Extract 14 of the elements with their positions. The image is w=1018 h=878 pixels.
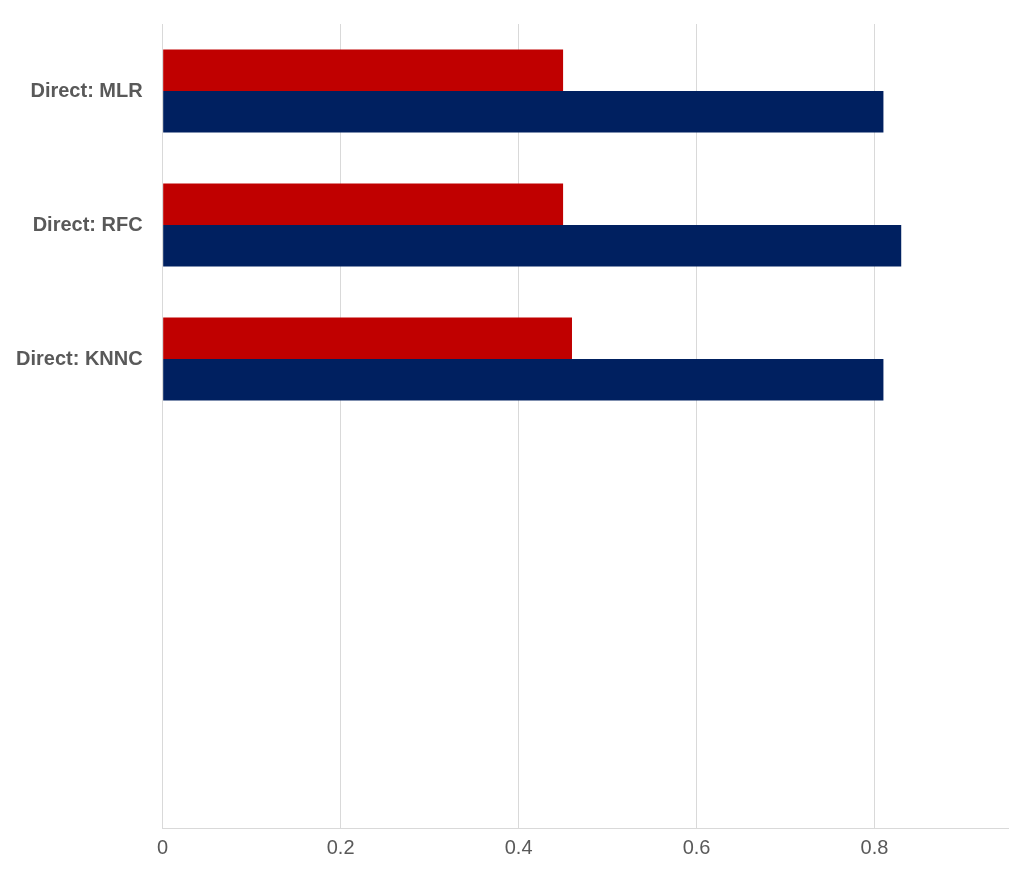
bar: [163, 91, 884, 133]
y-tick-label: Direct: KNNC: [15, 346, 143, 369]
y-tick-label: Direct: MLR: [30, 78, 144, 101]
x-tick-label: 0.4: [504, 835, 533, 858]
y-tick-label: Direct: RFC: [32, 212, 143, 235]
bar: [163, 225, 902, 267]
bar: [163, 183, 564, 225]
bar: [163, 49, 564, 91]
x-tick-label: 0.8: [860, 835, 889, 858]
x-tick-label: 0.6: [682, 835, 711, 858]
bar: [163, 317, 572, 359]
bar: [163, 359, 884, 401]
x-tick-label: 0: [157, 835, 169, 858]
x-tick-label: 0.2: [326, 835, 355, 858]
